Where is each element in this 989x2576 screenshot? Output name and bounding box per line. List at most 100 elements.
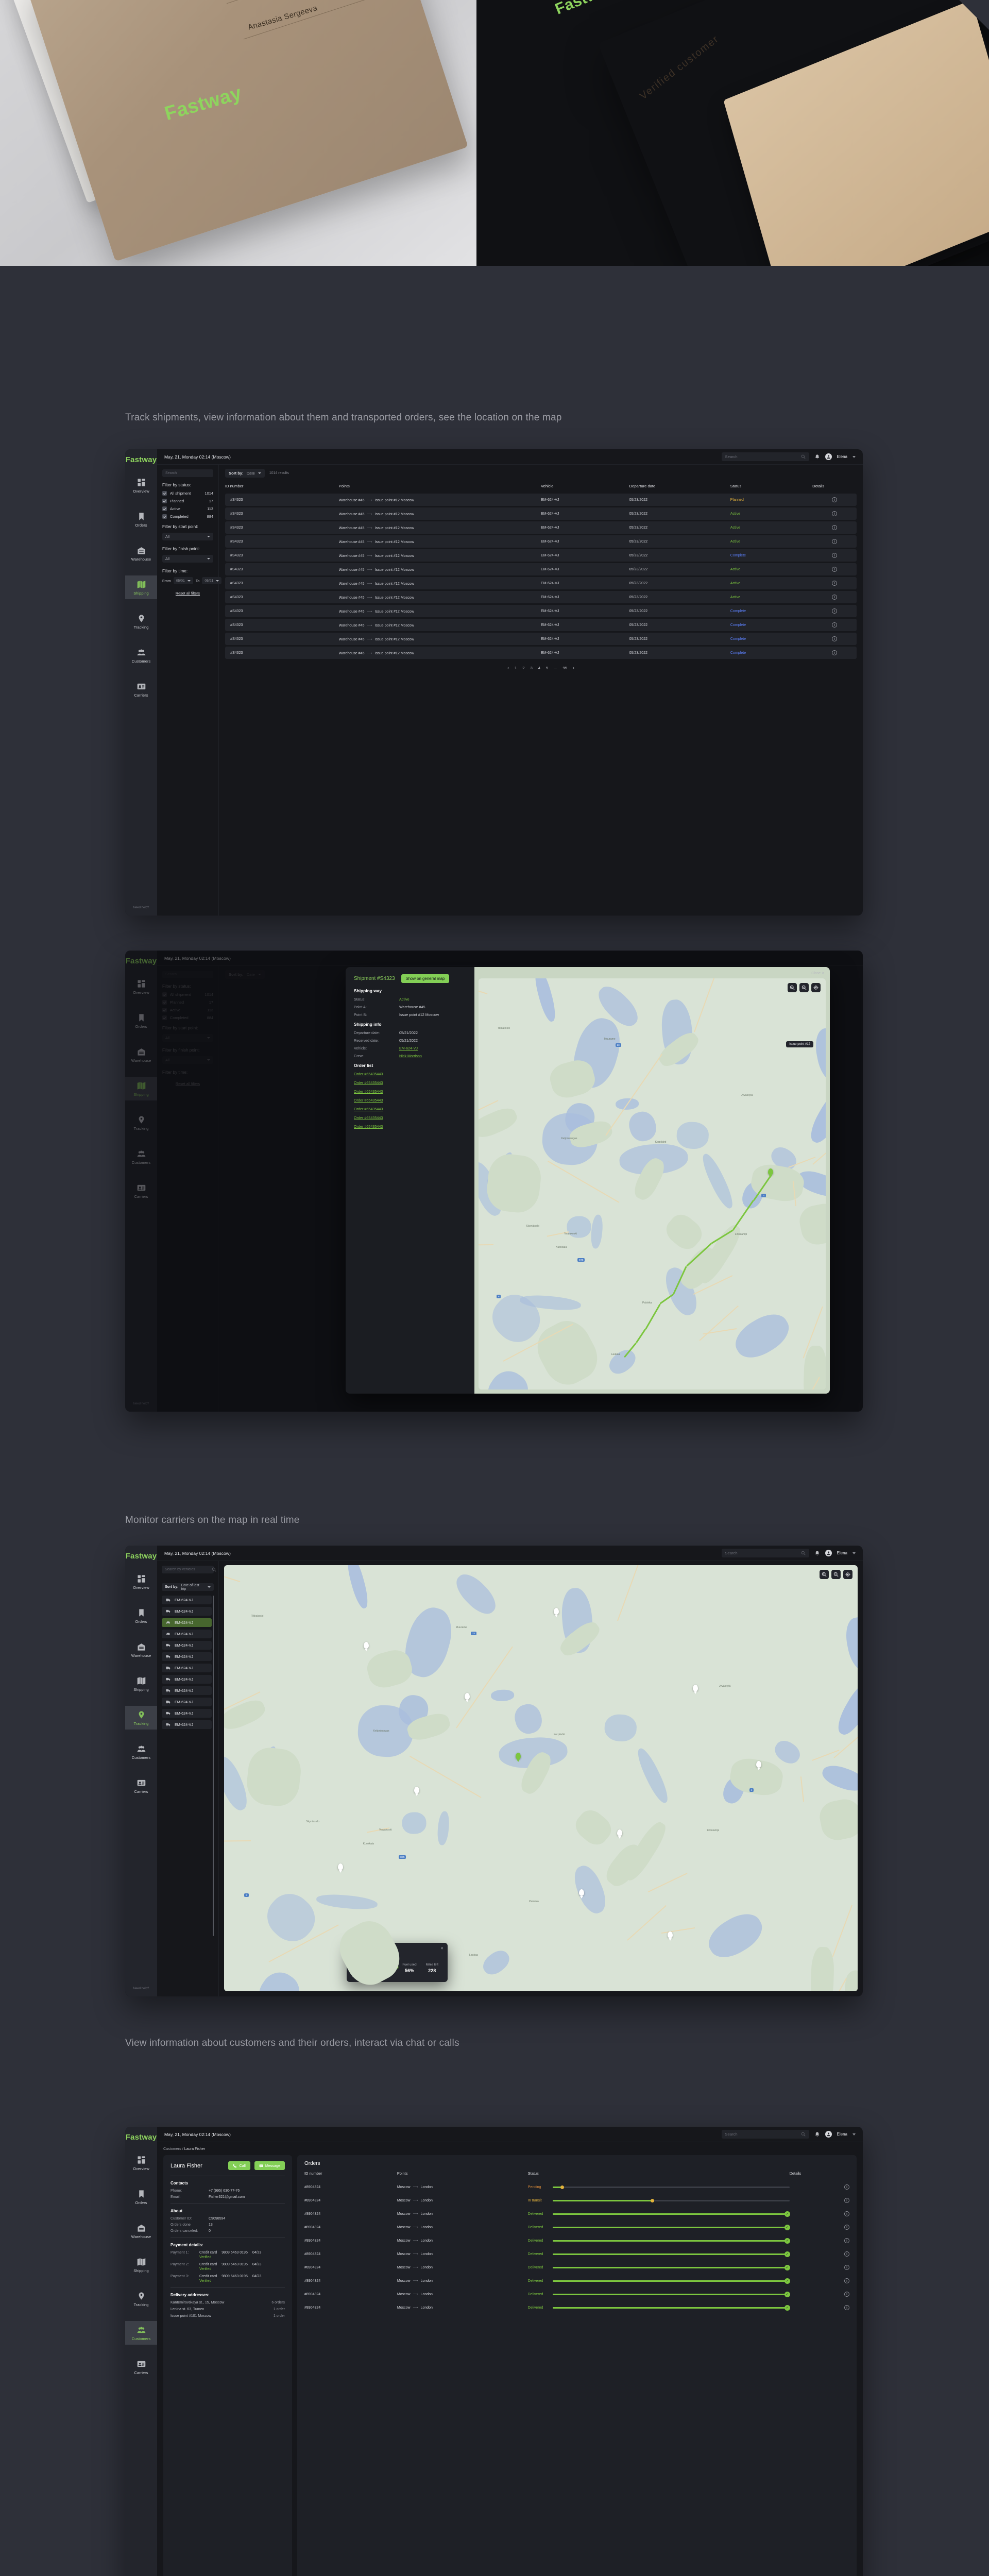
vehicle-list-item[interactable]: EM-624-VJ: [162, 1675, 212, 1684]
order-row[interactable]: #8904324 Moscow ⟶ London Delivered ✓ i: [304, 2234, 849, 2247]
address-row[interactable]: Kantemirovskaya st., 15, Moscow 6 orders: [170, 2301, 285, 2304]
info-icon[interactable]: i: [844, 2292, 849, 2297]
info-icon[interactable]: i: [844, 2238, 849, 2243]
page-number[interactable]: ...: [554, 665, 557, 670]
table-row[interactable]: #S4323 Warehouse #45 ⟶ Issue point #12 Mosc…: [225, 577, 857, 589]
bell-icon[interactable]: [814, 454, 820, 460]
filter-search[interactable]: [162, 469, 213, 477]
search-input[interactable]: [725, 1551, 799, 1555]
global-search[interactable]: [721, 452, 809, 461]
address-row[interactable]: Issue point #101 Moscow 1 order: [170, 2314, 285, 2318]
sidebar-item-orders[interactable]: Orders: [125, 507, 157, 531]
sidebar-help-link[interactable]: Need help?: [133, 906, 149, 909]
checkbox-icon[interactable]: [162, 514, 167, 519]
locate-button[interactable]: [811, 983, 821, 992]
info-icon[interactable]: i: [844, 2278, 849, 2283]
info-icon[interactable]: i: [832, 595, 838, 600]
info-icon[interactable]: i: [832, 525, 838, 530]
info-icon[interactable]: i: [844, 2251, 849, 2257]
order-link[interactable]: Order #65435443: [354, 1080, 383, 1085]
table-row[interactable]: #S4323 Warehouse #45 ⟶ Issue point #12 Mosc…: [225, 507, 857, 520]
table-row[interactable]: #S4323 Warehouse #45 ⟶ Issue point #12 Mosc…: [225, 605, 857, 617]
table-row[interactable]: #S4323 Warehouse #45 ⟶ Issue point #12 Mosc…: [225, 647, 857, 659]
table-row[interactable]: #S4323 Warehouse #45 ⟶ Issue point #12 Mosc…: [225, 535, 857, 548]
progress-knob[interactable]: ✓: [784, 2238, 790, 2244]
locate-button[interactable]: [843, 1570, 852, 1579]
progress-knob[interactable]: ✓: [784, 2278, 790, 2284]
map-marker-vehicle[interactable]: [414, 1787, 419, 1794]
progress-knob[interactable]: ✓: [784, 2264, 790, 2270]
table-row[interactable]: #S4323 Warehouse #45 ⟶ Issue point #12 Mosc…: [225, 563, 857, 575]
info-icon[interactable]: i: [832, 622, 838, 628]
page-number[interactable]: 2: [522, 665, 525, 670]
prev-page-button[interactable]: ‹: [507, 665, 509, 670]
search-input[interactable]: [725, 454, 799, 459]
sidebar-item-tracking[interactable]: Tracking: [125, 609, 157, 633]
info-icon[interactable]: i: [844, 2225, 849, 2230]
map-marker-destination[interactable]: [768, 1168, 774, 1175]
order-link[interactable]: Order #65435443: [354, 1089, 383, 1094]
vehicle-list-item[interactable]: EM-624-VJ: [162, 1630, 212, 1638]
vehicle-list-item[interactable]: EM-624-VJ: [162, 1652, 212, 1661]
sidebar-item-tracking[interactable]: Tracking: [125, 2287, 157, 2311]
progress-knob[interactable]: ✓: [784, 2291, 790, 2297]
page-number[interactable]: 5: [545, 665, 549, 670]
start-point-select[interactable]: All: [162, 533, 213, 540]
finish-point-select[interactable]: All: [162, 555, 213, 563]
zoom-in-button[interactable]: [820, 1570, 829, 1579]
sidebar-item-carriers[interactable]: Carriers: [125, 677, 157, 701]
vehicle-search-input[interactable]: [165, 1568, 212, 1571]
show-on-map-button[interactable]: Show on general map: [401, 974, 450, 983]
call-button[interactable]: Call: [228, 2161, 250, 2170]
vehicle-list-item[interactable]: EM-624-VJ: [162, 1607, 212, 1616]
search-input[interactable]: [725, 2132, 799, 2137]
progress-knob[interactable]: [650, 2198, 654, 2202]
status-filter-item[interactable]: Planned 17: [162, 499, 213, 503]
sidebar-item-customers[interactable]: Customers: [125, 2321, 157, 2345]
vehicle-list-item[interactable]: EM-624-VJ: [162, 1596, 212, 1604]
order-link[interactable]: Order #65435443: [354, 1124, 383, 1129]
sidebar-item-warehouse[interactable]: Warehouse: [125, 541, 157, 565]
order-row[interactable]: #8904324 Moscow ⟶ London Delivered ✓ i: [304, 2274, 849, 2287]
filter-search-input[interactable]: [165, 471, 212, 475]
info-icon[interactable]: i: [832, 511, 838, 516]
avatar[interactable]: [825, 453, 832, 460]
sidebar-item-orders[interactable]: Orders: [125, 1604, 157, 1628]
checkbox-icon[interactable]: [162, 491, 167, 496]
chevron-down-icon[interactable]: [852, 1552, 856, 1554]
map-marker-vehicle[interactable]: [693, 1684, 698, 1691]
info-icon[interactable]: i: [832, 581, 838, 586]
table-row[interactable]: #S4323 Warehouse #45 ⟶ Issue point #12 Mosc…: [225, 494, 857, 506]
sidebar-item-shipping[interactable]: Shipping: [125, 1672, 157, 1696]
page-number[interactable]: 4: [538, 665, 540, 670]
sidebar-item-carriers[interactable]: Carriers: [125, 1774, 157, 1798]
sidebar-item-warehouse[interactable]: Warehouse: [125, 2219, 157, 2243]
info-icon[interactable]: i: [844, 2198, 849, 2203]
map-marker-vehicle[interactable]: [363, 1641, 369, 1649]
shipment-map[interactable]: Issue point #12 Lintulampi Palokka Jyväsky…: [479, 978, 826, 1389]
date-to-picker[interactable]: 05/21: [202, 577, 222, 584]
order-row[interactable]: #8904324 Moscow ⟶ London In transit i: [304, 2194, 849, 2207]
bell-icon[interactable]: [814, 1550, 820, 1556]
sidebar-item-shipping[interactable]: Shipping: [125, 575, 157, 599]
table-row[interactable]: #S4323 Warehouse #45 ⟶ Issue point #12 Mosc…: [225, 521, 857, 534]
table-row[interactable]: #S4323 Warehouse #45 ⟶ Issue point #12 Mosc…: [225, 549, 857, 562]
order-link[interactable]: Order #65435443: [354, 1107, 383, 1111]
order-link[interactable]: Order #65435443: [354, 1115, 383, 1120]
vehicle-scroll-area[interactable]: EM-624-VJ EM-624-VJ EM-624-VJ EM-624-VJ EM-6…: [162, 1596, 214, 1992]
sidebar-item-overview[interactable]: Overview: [125, 2151, 157, 2175]
progress-knob[interactable]: ✓: [784, 2304, 790, 2311]
vehicle-list-item[interactable]: EM-624-VJ: [162, 1664, 212, 1672]
map-marker-vehicle[interactable]: [756, 1761, 762, 1768]
vehicle-list-item[interactable]: EM-624-VJ: [162, 1720, 212, 1729]
table-row[interactable]: #S4323 Warehouse #45 ⟶ Issue point #12 Mosc…: [225, 619, 857, 631]
order-row[interactable]: #8904324 Moscow ⟶ London Pending i: [304, 2180, 849, 2194]
vehicle-list-item[interactable]: EM-624-VJ: [162, 1686, 212, 1695]
reset-filters-link[interactable]: Reset all filters: [175, 591, 200, 596]
vehicle-search[interactable]: [162, 1566, 216, 1573]
status-filter-item[interactable]: Active 113: [162, 506, 213, 511]
live-map[interactable]: ✕ EM-624-VJ 62.240308, 25.835737: [224, 1565, 858, 1991]
info-icon[interactable]: i: [832, 608, 838, 614]
map-marker-selected[interactable]: [515, 1752, 521, 1759]
map-marker-vehicle[interactable]: [338, 1863, 344, 1870]
